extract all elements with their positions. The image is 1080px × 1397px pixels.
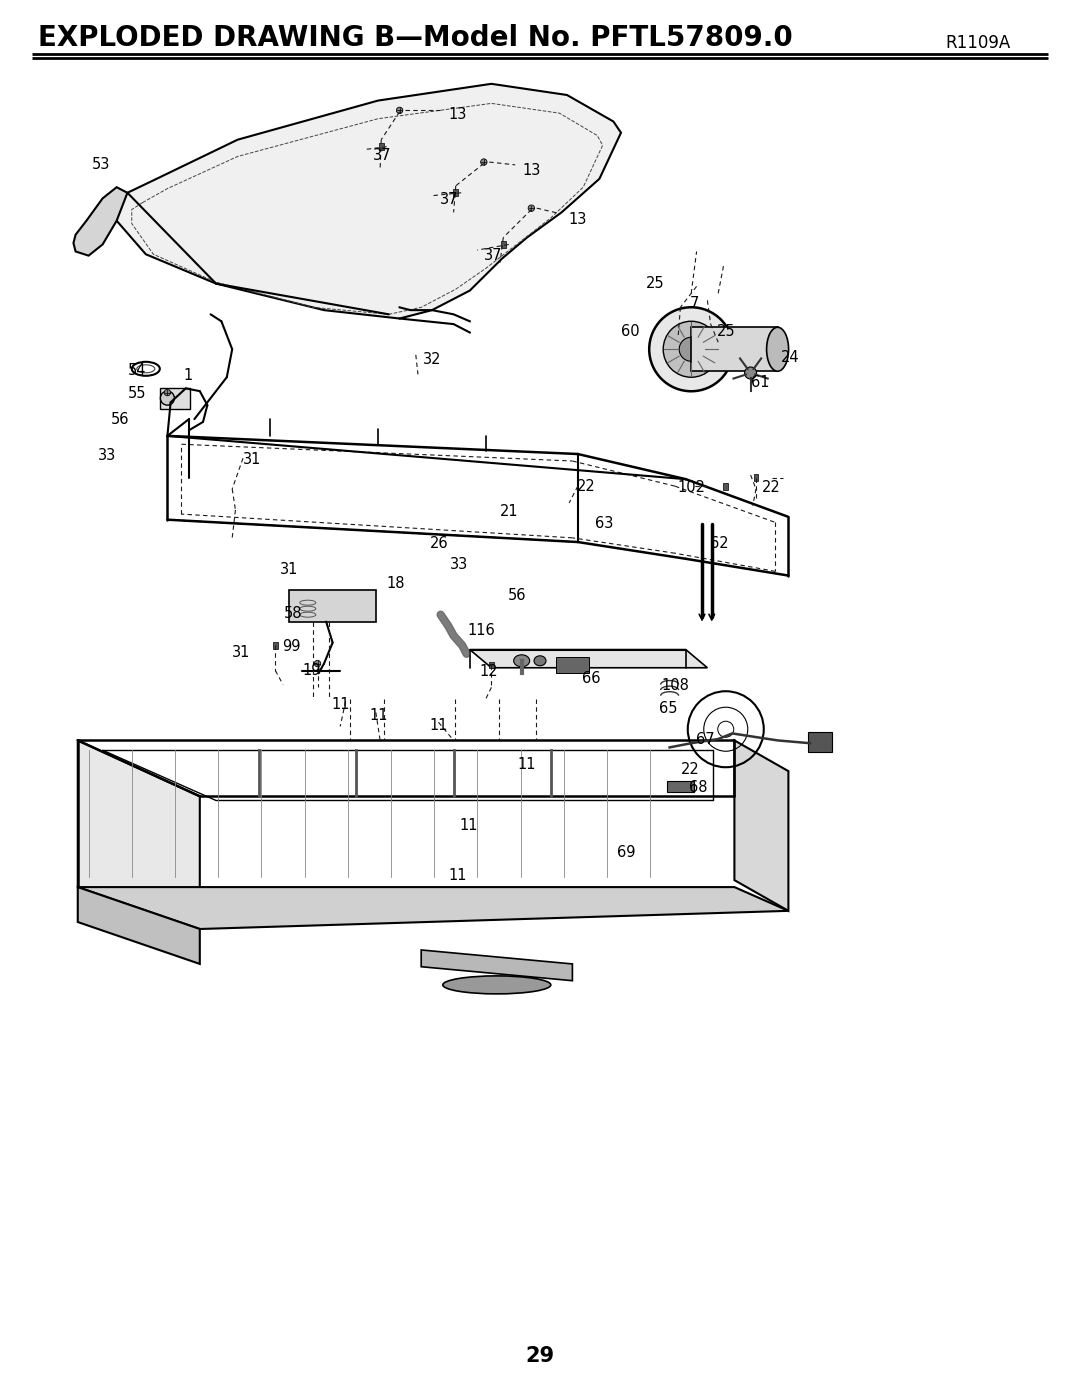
Bar xyxy=(808,732,832,752)
Bar xyxy=(691,327,778,372)
Circle shape xyxy=(314,661,321,666)
PathPatch shape xyxy=(73,187,127,256)
Text: 56: 56 xyxy=(111,412,130,426)
Text: 54: 54 xyxy=(127,363,146,377)
Text: 37: 37 xyxy=(484,249,502,263)
Circle shape xyxy=(481,159,487,165)
Text: 56: 56 xyxy=(508,588,526,602)
Text: 37: 37 xyxy=(440,193,458,207)
Circle shape xyxy=(679,337,703,362)
Bar xyxy=(556,657,589,673)
Text: 58: 58 xyxy=(284,606,302,620)
Text: 63: 63 xyxy=(595,517,613,531)
Text: 24: 24 xyxy=(781,351,799,365)
Text: 65: 65 xyxy=(659,701,677,715)
Text: 37: 37 xyxy=(373,148,391,162)
Text: 60: 60 xyxy=(621,324,639,338)
Text: 68: 68 xyxy=(689,781,707,795)
Circle shape xyxy=(744,367,757,379)
Text: 62: 62 xyxy=(710,536,728,550)
Text: 11: 11 xyxy=(430,718,448,732)
Text: 116: 116 xyxy=(468,623,496,637)
Text: 26: 26 xyxy=(430,536,448,550)
Text: 22: 22 xyxy=(680,763,699,777)
Text: 67: 67 xyxy=(696,732,714,746)
Text: 11: 11 xyxy=(448,869,467,883)
Text: 33: 33 xyxy=(98,448,117,462)
PathPatch shape xyxy=(78,887,788,929)
Text: 11: 11 xyxy=(459,819,477,833)
Bar xyxy=(454,190,458,196)
Text: 19: 19 xyxy=(302,664,321,678)
Circle shape xyxy=(649,307,733,391)
Circle shape xyxy=(396,108,403,113)
Text: 13: 13 xyxy=(568,212,586,226)
Text: 32: 32 xyxy=(423,352,442,366)
Text: 31: 31 xyxy=(243,453,261,467)
Text: 11: 11 xyxy=(332,697,350,711)
PathPatch shape xyxy=(470,650,707,668)
PathPatch shape xyxy=(421,950,572,981)
Text: 53: 53 xyxy=(92,158,110,172)
Text: 21: 21 xyxy=(500,504,518,518)
PathPatch shape xyxy=(734,740,788,911)
Bar xyxy=(160,388,190,409)
Ellipse shape xyxy=(767,327,788,372)
Text: 29: 29 xyxy=(526,1347,554,1366)
Text: 61: 61 xyxy=(751,376,769,390)
Text: 33: 33 xyxy=(450,557,469,571)
Text: 25: 25 xyxy=(646,277,664,291)
Text: 1: 1 xyxy=(184,369,193,383)
PathPatch shape xyxy=(117,84,621,319)
FancyBboxPatch shape xyxy=(289,590,376,622)
Text: 102: 102 xyxy=(677,481,705,495)
Text: 31: 31 xyxy=(232,645,251,659)
Text: R1109A: R1109A xyxy=(945,35,1010,53)
Text: 7: 7 xyxy=(690,296,700,310)
Text: 12: 12 xyxy=(480,665,498,679)
Text: 31: 31 xyxy=(280,563,298,577)
Text: 66: 66 xyxy=(582,672,600,686)
Text: 55: 55 xyxy=(127,387,146,401)
Bar xyxy=(273,643,278,648)
Bar xyxy=(501,242,505,247)
Bar xyxy=(489,662,494,668)
Bar xyxy=(724,483,728,489)
Circle shape xyxy=(663,321,719,377)
Bar xyxy=(754,475,758,481)
Bar xyxy=(379,144,383,149)
Ellipse shape xyxy=(534,655,546,666)
Text: 69: 69 xyxy=(617,845,635,859)
Text: EXPLODED DRAWING B—Model No. PFTL57809.0: EXPLODED DRAWING B—Model No. PFTL57809.0 xyxy=(38,24,793,53)
Text: 11: 11 xyxy=(517,757,536,771)
PathPatch shape xyxy=(78,740,200,929)
Bar xyxy=(667,781,694,792)
Circle shape xyxy=(164,390,171,395)
Text: 11: 11 xyxy=(369,708,388,722)
Text: 18: 18 xyxy=(387,577,405,591)
Ellipse shape xyxy=(443,977,551,993)
Text: 13: 13 xyxy=(448,108,467,122)
Text: 22: 22 xyxy=(577,479,595,493)
Text: 13: 13 xyxy=(523,163,541,177)
Circle shape xyxy=(528,205,535,211)
Text: 22: 22 xyxy=(761,481,780,495)
Ellipse shape xyxy=(514,655,529,666)
Text: 25: 25 xyxy=(717,324,735,338)
PathPatch shape xyxy=(78,887,200,964)
Text: 108: 108 xyxy=(661,679,689,693)
Text: 99: 99 xyxy=(282,640,300,654)
Circle shape xyxy=(161,391,174,405)
